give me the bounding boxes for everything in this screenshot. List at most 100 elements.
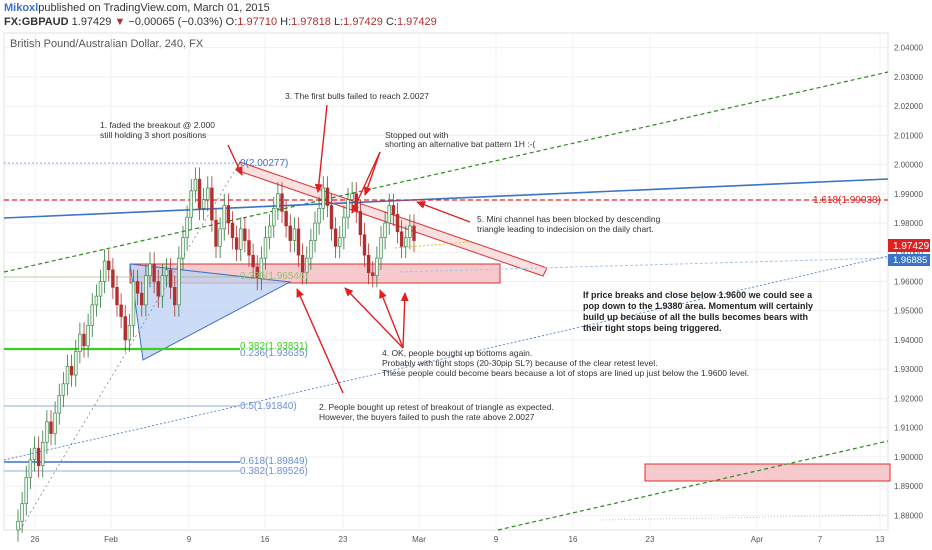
arrow-4a — [344, 287, 404, 349]
chart-title: British Pound/Australian Dollar, 240, FX — [10, 38, 204, 50]
light-blue-level — [399, 257, 889, 273]
candle-body — [210, 187, 214, 221]
candle-body — [255, 266, 259, 279]
candle-body — [379, 237, 383, 259]
candle-body — [74, 351, 78, 376]
y-tick-label: 1.88000 — [894, 511, 923, 520]
candle-body — [131, 281, 136, 326]
candle-body — [408, 225, 412, 238]
y-tick-label: 2.03000 — [894, 73, 923, 82]
candle-body — [94, 295, 99, 306]
fib-diagonal — [19, 161, 241, 531]
ohlc-line: FX:GBPAUD 1.97429 ▼ −0.00065 (−0.03%) O:… — [4, 16, 437, 28]
x-tick-label: Apr — [751, 535, 764, 544]
candle-body — [280, 193, 284, 212]
arrow-3 — [314, 104, 328, 193]
candle-body — [206, 187, 210, 200]
low-value: 1.97429 — [343, 16, 383, 28]
candle-body — [16, 520, 20, 531]
candle-body — [41, 441, 45, 466]
label-fib-0382a: 0.382(1.93831) — [240, 341, 308, 352]
candle-body — [148, 263, 152, 276]
lower-green-trendline — [497, 440, 889, 531]
annotation-arrows — [227, 104, 471, 394]
y-tick-label: 1.98000 — [894, 219, 923, 228]
last-price: 1.97429 — [71, 16, 112, 28]
label-fib-0618: 0.618(1.89849) — [240, 456, 308, 467]
candle-body — [342, 216, 346, 238]
candle-body — [358, 211, 363, 236]
arrow-5 — [416, 201, 471, 223]
candle-body — [28, 459, 33, 478]
other-price-badge-text: 1.96885 — [893, 255, 927, 266]
candle-body — [387, 205, 391, 224]
candle-body — [263, 237, 268, 259]
candle-body — [395, 213, 400, 233]
candle-body — [226, 205, 231, 224]
y-axis[interactable]: 2.04000 2.03000 2.02000 2.01000 2.00000 1.990… — [894, 44, 923, 521]
author-name[interactable]: Mikoxl — [4, 2, 39, 14]
candle-body — [177, 257, 181, 306]
candle-body — [272, 208, 276, 227]
arrow-4c — [400, 292, 409, 349]
candle-body — [65, 365, 70, 385]
y-tick-label: 1.96000 — [894, 278, 923, 287]
candle-body — [214, 219, 218, 247]
candle-body — [325, 187, 330, 206]
candle-body — [111, 269, 115, 288]
candle-body — [144, 275, 148, 306]
candle-body — [140, 292, 144, 306]
blue-dotted-trendline — [3, 255, 889, 461]
candle-body — [185, 216, 189, 238]
x-tick-label: 9 — [187, 535, 192, 544]
y-tick-label: 1.90000 — [894, 453, 923, 462]
x-grid — [34, 33, 881, 530]
candle-body — [193, 178, 198, 192]
candle-body — [156, 281, 160, 297]
candle-body — [296, 228, 301, 256]
candle-body — [57, 395, 61, 414]
last-price-badge — [888, 239, 930, 252]
candle-body — [267, 225, 272, 238]
x-tick-label: 23 — [339, 535, 348, 544]
candles — [16, 167, 416, 542]
label-fib-0236b: 0.236(1.93635) — [240, 348, 308, 359]
y-tick-label: 2.04000 — [894, 44, 923, 53]
price-change: −0.00065 (−0.03%) — [128, 16, 223, 28]
candle-body — [243, 228, 247, 241]
label-fib-1618: 1.618(1.99038) — [813, 195, 881, 206]
note-4-line1: 4. OK, people bought up bottoms again. — [382, 348, 532, 358]
x-axis[interactable]: 26 Feb 9 16 23 Mar 9 16 23 Apr 7 13 — [31, 535, 885, 544]
x-tick-label: 23 — [646, 535, 655, 544]
candle-body — [86, 325, 90, 347]
candle-body — [197, 178, 202, 209]
arrow-stop-b — [351, 151, 381, 214]
triangle-pattern — [129, 263, 292, 361]
note-bold-line4: their tight stops being triggered. — [583, 323, 722, 333]
candle-body — [45, 421, 49, 443]
label-fib-05: 0.5(1.91840) — [240, 401, 297, 412]
candle-body — [69, 365, 74, 376]
candle-body — [119, 304, 123, 317]
arrow-2 — [296, 288, 344, 394]
y-tick-label: 1.92000 — [894, 394, 923, 403]
y-tick-label: 1.95000 — [894, 307, 923, 316]
candle-body — [168, 269, 173, 288]
close-value: 1.97429 — [396, 16, 437, 28]
arrow-stop-a — [363, 151, 381, 196]
candle-body — [317, 208, 321, 224]
mini-channel-line — [394, 241, 471, 249]
candle-body — [102, 260, 107, 282]
y-tick-label: 1.97000 — [894, 248, 923, 257]
note-stop-line2: shorting an alternative bat pattern 1H :… — [385, 139, 535, 149]
candle-body — [20, 503, 24, 522]
candle-body — [90, 304, 94, 326]
candle-body — [115, 287, 119, 306]
candle-body — [173, 287, 177, 306]
candle-body — [288, 225, 292, 241]
candle-body — [98, 281, 103, 297]
candle-body — [230, 222, 235, 238]
candle-body — [234, 237, 239, 250]
